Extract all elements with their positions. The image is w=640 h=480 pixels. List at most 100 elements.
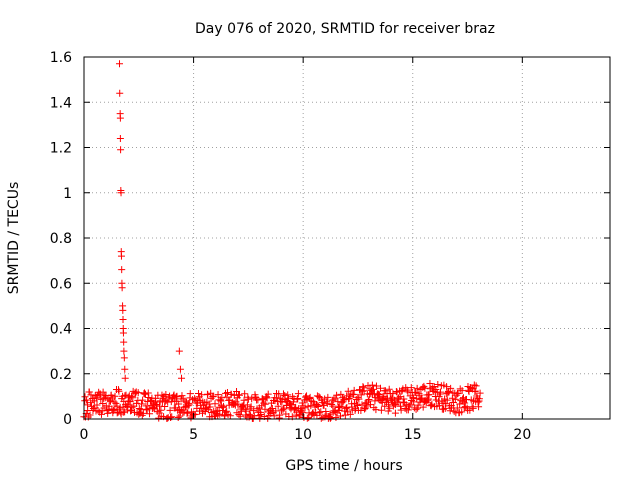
data-point — [295, 412, 303, 420]
data-point — [116, 60, 124, 68]
data-points — [80, 60, 484, 422]
data-point — [303, 414, 311, 422]
data-point — [467, 384, 475, 392]
data-point — [323, 399, 331, 407]
data-point — [174, 414, 182, 422]
data-point — [135, 404, 143, 412]
data-point — [425, 391, 433, 399]
data-point — [420, 382, 428, 390]
data-point — [284, 391, 292, 399]
data-point — [400, 395, 408, 403]
data-point — [326, 414, 334, 422]
data-point — [376, 384, 384, 392]
data-point — [434, 380, 442, 388]
data-point — [238, 402, 246, 410]
data-point — [410, 398, 418, 406]
data-point — [372, 382, 380, 390]
data-point — [240, 396, 248, 404]
data-point — [103, 406, 111, 414]
data-point — [116, 134, 124, 142]
data-point — [220, 402, 228, 410]
data-point — [81, 393, 89, 401]
data-point — [248, 395, 256, 403]
data-point — [216, 410, 224, 418]
data-point — [263, 394, 271, 402]
data-point — [287, 405, 295, 413]
data-point — [97, 410, 105, 418]
data-point — [301, 404, 309, 412]
data-point — [365, 395, 373, 403]
y-tick-label: 0 — [63, 412, 72, 428]
data-point — [241, 390, 249, 398]
data-point — [218, 394, 226, 402]
data-point — [223, 407, 231, 415]
data-point — [292, 411, 300, 419]
grid-lines — [84, 57, 610, 419]
data-point — [133, 399, 141, 407]
data-point — [227, 390, 235, 398]
data-point — [405, 402, 413, 410]
data-point — [142, 405, 150, 413]
data-point — [120, 338, 128, 346]
data-point — [119, 329, 127, 337]
data-point — [264, 414, 272, 422]
data-point — [118, 266, 126, 274]
data-point — [123, 402, 131, 410]
data-point — [176, 412, 184, 420]
data-point — [346, 392, 354, 400]
data-point — [350, 391, 358, 399]
data-point — [116, 114, 124, 122]
data-point — [205, 400, 213, 408]
data-point — [450, 407, 458, 415]
data-point — [357, 406, 365, 414]
plot-frame — [83, 56, 611, 420]
data-point — [244, 395, 252, 403]
data-point — [234, 400, 242, 408]
data-point — [368, 381, 376, 389]
data-point — [315, 393, 323, 401]
data-point — [332, 413, 340, 421]
data-point — [307, 402, 315, 410]
data-point — [166, 406, 174, 414]
data-point — [343, 404, 351, 412]
chart-title: Day 076 of 2020, SRMTID for receiver bra… — [195, 21, 495, 37]
data-point — [381, 402, 389, 410]
data-point — [261, 400, 269, 408]
data-point — [119, 315, 127, 323]
data-point — [369, 385, 377, 393]
data-point — [121, 365, 129, 373]
data-point — [110, 398, 118, 406]
data-point — [430, 383, 438, 391]
data-point — [396, 393, 404, 401]
x-tick-label: 0 — [80, 427, 89, 443]
data-point — [397, 402, 405, 410]
data-point — [235, 391, 243, 399]
data-point — [386, 404, 394, 412]
data-point — [97, 395, 105, 403]
data-point — [234, 391, 242, 399]
data-point — [315, 409, 323, 417]
y-tick-label: 1.4 — [50, 95, 72, 111]
data-point — [399, 385, 407, 393]
data-point — [115, 387, 123, 395]
data-point — [340, 396, 348, 404]
data-point — [260, 399, 268, 407]
data-point — [346, 410, 354, 418]
x-axis-label: GPS time / hours — [285, 458, 402, 474]
data-point — [391, 409, 399, 417]
data-point — [412, 388, 420, 396]
data-point — [401, 405, 409, 413]
data-point — [471, 387, 479, 395]
data-point — [429, 386, 437, 394]
data-point — [414, 404, 422, 412]
data-point — [437, 388, 445, 396]
data-point — [358, 401, 366, 409]
y-tick-label: 1.6 — [50, 50, 72, 66]
data-point — [470, 381, 478, 389]
data-point — [178, 374, 186, 382]
data-point — [137, 400, 145, 408]
data-point — [104, 409, 112, 417]
data-point — [306, 393, 314, 401]
data-point — [129, 394, 137, 402]
data-point — [435, 402, 443, 410]
